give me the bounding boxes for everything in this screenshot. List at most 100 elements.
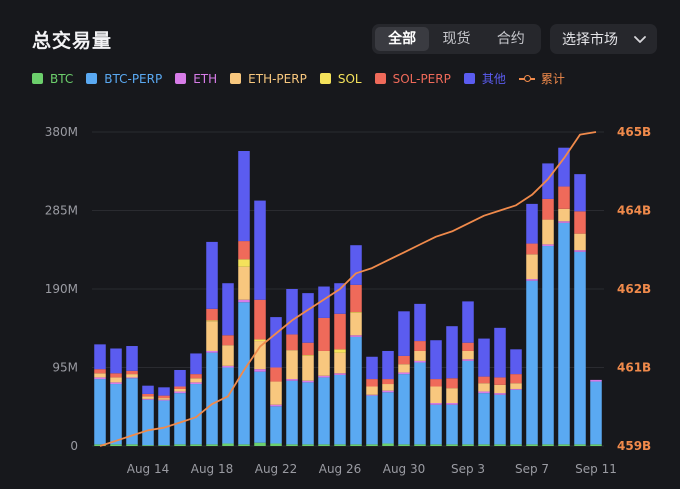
bar-segment xyxy=(558,208,570,222)
bar-segment xyxy=(318,286,330,318)
bar-segment xyxy=(590,379,602,382)
bar-segment xyxy=(542,246,554,445)
bar-segment xyxy=(446,378,458,389)
bar-segment xyxy=(302,355,314,381)
bar-segment xyxy=(238,266,250,300)
bar-segment xyxy=(494,444,506,446)
bar-segment xyxy=(334,313,346,350)
bar-segment xyxy=(366,394,378,396)
legend-item-0[interactable]: BTC xyxy=(32,72,73,86)
bar-segment xyxy=(510,389,522,445)
tab-spot[interactable]: 现货 xyxy=(442,31,471,47)
legend-item-4[interactable]: SOL xyxy=(319,72,362,86)
bar-segment xyxy=(494,384,506,394)
bar-segment xyxy=(398,374,410,445)
legend-swatch xyxy=(175,73,187,84)
bar-segment xyxy=(286,380,298,445)
y-tick-label: 380M xyxy=(45,125,78,139)
bar-segment xyxy=(510,374,522,384)
bar-segment xyxy=(334,283,346,314)
bar-segment xyxy=(382,384,394,391)
bar-segment xyxy=(510,383,522,389)
bar-segment xyxy=(158,398,170,400)
legend-item-2[interactable]: ETH xyxy=(175,72,217,86)
bar-segment xyxy=(190,353,202,375)
x-tick-label: Aug 30 xyxy=(383,462,426,476)
legend-item-7[interactable]: 累计 xyxy=(518,70,565,87)
bar-segment xyxy=(350,312,362,313)
bar-segment xyxy=(574,251,586,445)
bar-segment xyxy=(414,341,426,351)
legend-label: 其他 xyxy=(481,72,506,86)
tab-contract[interactable]: 合约 xyxy=(496,31,525,47)
bar-segment xyxy=(110,373,122,378)
bar-segment xyxy=(94,369,106,374)
bar-segment xyxy=(558,444,570,446)
bar-segment xyxy=(126,377,138,379)
bar-segment xyxy=(254,442,266,446)
legend-item-6[interactable]: 其他 xyxy=(463,70,506,87)
bar-segment xyxy=(430,404,442,445)
bar-segment xyxy=(590,381,602,445)
legend-item-1[interactable]: BTC-PERP xyxy=(86,72,162,86)
bar-segment xyxy=(238,302,250,445)
bar-segment xyxy=(398,372,410,375)
tab-all[interactable]: 全部 xyxy=(375,27,430,51)
legend-item-3[interactable]: ETH-PERP xyxy=(230,72,307,86)
y2-tick-label: 461B xyxy=(617,361,651,375)
bar-segment xyxy=(478,376,490,384)
bar-segment xyxy=(398,364,410,373)
bar-segment xyxy=(206,444,218,446)
bar-segment xyxy=(526,254,538,280)
bar-segment xyxy=(558,147,570,187)
bar-segment xyxy=(446,388,458,404)
legend-swatch xyxy=(463,73,475,84)
cumulative-line xyxy=(99,131,597,447)
bar-segment xyxy=(478,383,490,392)
bar-segment xyxy=(382,443,394,446)
bar-segment xyxy=(526,280,538,445)
bar-segment xyxy=(286,350,298,380)
bar-segment xyxy=(286,379,298,381)
legend-label: 累计 xyxy=(540,72,565,86)
legend-swatch xyxy=(32,73,43,84)
bar-segment xyxy=(142,399,154,446)
bar-segment xyxy=(414,303,426,342)
bar-segment xyxy=(382,392,394,444)
bar-segment xyxy=(206,308,218,321)
legend-label: ETH-PERP xyxy=(248,71,307,86)
bar-segment xyxy=(382,379,394,385)
bar-segment xyxy=(190,444,202,446)
bar-segment xyxy=(414,362,426,445)
x-tick-label: Aug 14 xyxy=(127,462,170,476)
bar-segment xyxy=(286,444,298,446)
bar-segment xyxy=(350,444,362,446)
bar-segment xyxy=(382,390,394,393)
bar-segment xyxy=(94,377,106,380)
y2-tick-label: 459B xyxy=(617,439,651,453)
bar-segment xyxy=(238,444,250,446)
legend-item-5[interactable]: SOL-PERP xyxy=(374,72,451,86)
bar-segment xyxy=(222,365,234,368)
bar-segment xyxy=(542,219,554,245)
legend-swatch xyxy=(86,73,98,84)
y-tick-label: 285M xyxy=(45,204,78,218)
bar-segment xyxy=(350,245,362,285)
bar-segment xyxy=(430,340,442,380)
bar-segment xyxy=(94,373,106,378)
bar-segment xyxy=(414,350,426,361)
bar-segment xyxy=(126,370,138,375)
bar-segment xyxy=(478,444,490,446)
market-select[interactable]: 选择市场 xyxy=(550,24,657,54)
bar-segment xyxy=(302,355,314,356)
bar-segment xyxy=(478,393,490,445)
legend-label: ETH xyxy=(193,71,218,86)
bar-segment xyxy=(462,301,474,343)
bar-segment xyxy=(158,387,170,396)
bar-segment xyxy=(142,393,154,397)
bar-segment xyxy=(414,444,426,446)
bar-segment xyxy=(510,444,522,446)
bar-segment xyxy=(494,377,506,385)
bar-segment xyxy=(510,349,522,375)
bar-segment xyxy=(350,312,362,336)
